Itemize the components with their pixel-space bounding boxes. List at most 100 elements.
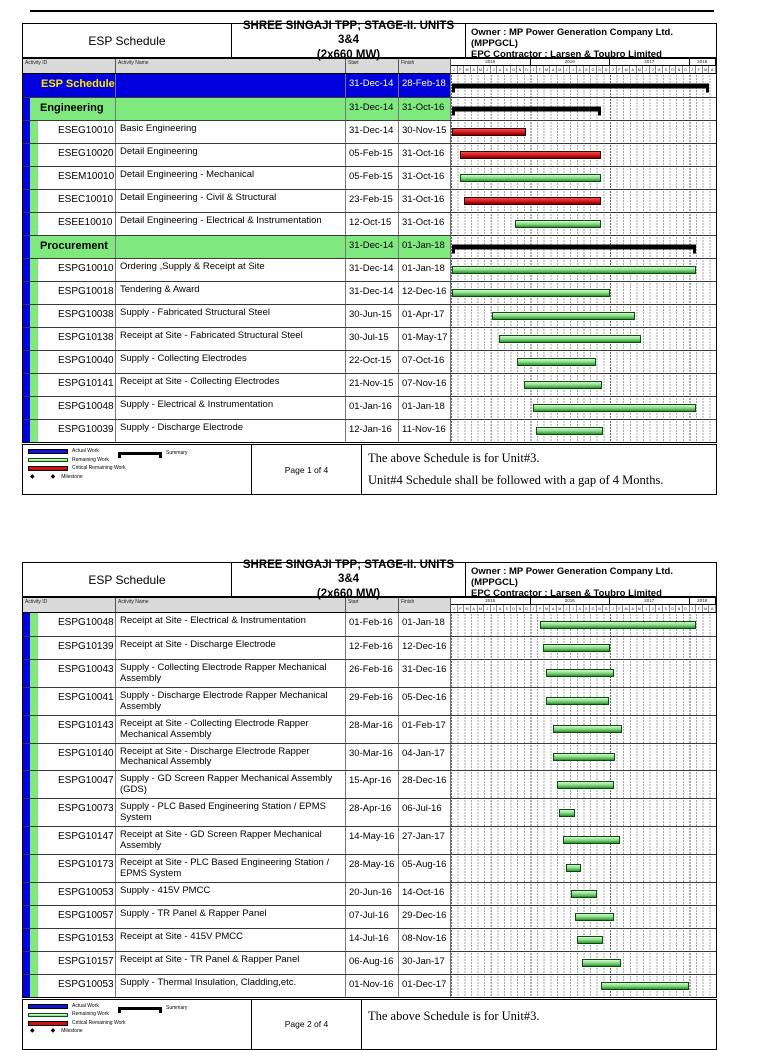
wbs-stripe-blue [23,420,30,442]
gantt-cell [451,121,716,143]
gantt-bar-remaining [542,644,611,652]
wbs-stripe-blue [23,951,30,974]
activity-name-cell: Receipt at Site - GD Screen Rapper Mecha… [116,827,346,854]
actual-work-swatch [28,449,68,454]
timeline-month: M [623,605,630,612]
gantt-bar-remaining [601,981,690,990]
summary-bar-swatch [118,452,162,458]
wbs-stripe-green [30,660,38,687]
gantt-cell [451,951,716,974]
finish-date-cell: 12-Dec-16 [399,637,451,659]
start-date-cell: 06-Aug-16 [346,951,399,974]
activity-name-cell: Receipt at Site - Fabricated Structural … [116,328,346,350]
gantt-bar-summary [451,244,697,254]
project-title-line1: SHREE SINGAJI TPP; STAGE-II. UNITS 3&4 [242,19,455,47]
wbs-stripe-green [30,771,38,799]
timeline-month: D [524,66,531,73]
activity-id-cell: ESPG10173 [23,854,116,882]
start-date-cell: 07-Jul-16 [346,905,399,928]
timeline-month: N [597,66,604,73]
timeline-month: A [497,66,504,73]
start-date-cell: 05-Feb-15 [346,144,399,166]
legend-milestone: ◆ ◆ Milestone [28,1028,246,1034]
activity-name-cell [116,98,346,120]
legend-actual-work: Actual Work [28,449,246,454]
start-date-cell: 31-Dec-14 [346,98,399,120]
timeline-month: F [617,66,624,73]
finish-date-cell: 28-Dec-16 [399,771,451,799]
project-title-line1: SHREE SINGAJI TPP; STAGE-II. UNITS 3&4 [242,558,455,586]
legend-milestone: ◆ ◆ Milestone [28,473,246,480]
activity-name-cell: Receipt at Site - Discharge Electrode Ra… [116,743,346,771]
wbs-stripe-blue [23,905,30,928]
legend-remaining-work: Remaining Work [28,457,246,463]
wbs-stripe-blue [23,351,30,373]
activity-name-cell: Receipt at Site - Collecting Electrodes [116,374,346,396]
wbs-stripe-green [30,374,38,396]
activity-id-cell: ESPG10040 [23,351,116,373]
activity-name-cell: Detail Engineering [116,144,346,166]
project-title: SHREE SINGAJI TPP; STAGE-II. UNITS 3&4 (… [232,559,466,600]
start-date-cell: 21-Nov-15 [346,374,399,396]
timeline-year: 2018 [690,59,716,65]
activity-id-cell: ESPG10041 [23,687,116,715]
gantt-cell [451,715,716,743]
timeline-year: 2017 [610,59,690,65]
activity-id: ESPG10048 [58,401,114,412]
milestone-diamond-icon: ◆ [50,473,56,480]
table-row: ESPG10147 Receipt at Site - GD Screen Rap… [23,826,716,854]
activity-id: ESEE10010 [58,217,113,228]
timeline-month: J [531,605,538,612]
gantt-bar-remaining [571,889,598,898]
table-row: ESPG10043 Supply - Collecting Electrode R… [23,659,716,687]
gantt-cell [451,259,716,281]
gantt-cell [451,236,716,258]
activity-id: ESPG10140 [58,747,114,759]
timeline-month: M [557,66,564,73]
wbs-stripe-green [30,905,38,928]
activity-name-cell [116,74,346,97]
gantt-cell [451,420,716,442]
finish-date-cell: 30-Nov-15 [399,121,451,143]
gantt-bar-remaining [524,381,603,389]
activity-id: ESEG10020 [58,148,114,159]
finish-date-cell: 01-Jan-18 [399,236,451,258]
column-header-activity-name: Activity Name [116,59,346,73]
activity-id: ESPG10047 [58,775,114,787]
activity-id: ESPG10057 [58,909,114,921]
column-header-start: Start [346,598,399,612]
activity-name-cell: Detail Engineering - Electrical & Instru… [116,213,346,235]
wbs-label: ESP Schedule [41,78,115,90]
activity-id-cell: ESPG10143 [23,715,116,743]
remaining-work-swatch [28,1012,68,1017]
gantt-cell [451,190,716,212]
activity-id: ESPG10073 [58,803,114,815]
timeline-month: O [590,605,597,612]
finish-date-cell: 01-Jan-18 [399,259,451,281]
title-block: ESP Schedule SHREE SINGAJI TPP; STAGE-II… [22,559,717,600]
timeline-month: J [643,66,650,73]
table-row: ESPG10138 Receipt at Site - Fabricated St… [23,327,716,350]
finish-date-cell: 08-Nov-16 [399,928,451,951]
start-date-cell: 15-Apr-16 [346,771,399,799]
activity-id: ESPG10141 [58,378,114,389]
gantt-bar-remaining [515,220,601,228]
table-row: ESEG10010 Basic Engineering 31-Dec-14 30-No… [23,120,716,143]
activity-id: ESPG10010 [58,263,114,274]
activity-name-cell: Tendering & Award [116,282,346,304]
wbs-stripe-blue [23,715,30,743]
gantt-cell [451,905,716,928]
wbs-stripe-green [30,420,38,442]
gantt-bar-critical [451,128,527,136]
activity-id-cell: ESPG10073 [23,799,116,827]
activity-id-cell: ESEG10010 [23,121,116,143]
table-row: ESPG10143 Receipt at Site - Collecting El… [23,714,716,743]
activity-id: ESPG10048 [58,617,114,628]
timeline-year: 2018 [690,598,716,604]
activity-id-cell: ESPG10057 [23,905,116,928]
gantt-cell [451,305,716,327]
table-row: ESPG10018 Tendering & Award 31-Dec-14 12-De… [23,281,716,304]
table-row: ESEG10020 Detail Engineering 05-Feb-15 31-O… [23,143,716,166]
finish-date-cell: 29-Dec-16 [399,905,451,928]
activity-name-cell: Supply - TR Panel & Rapper Panel [116,905,346,928]
